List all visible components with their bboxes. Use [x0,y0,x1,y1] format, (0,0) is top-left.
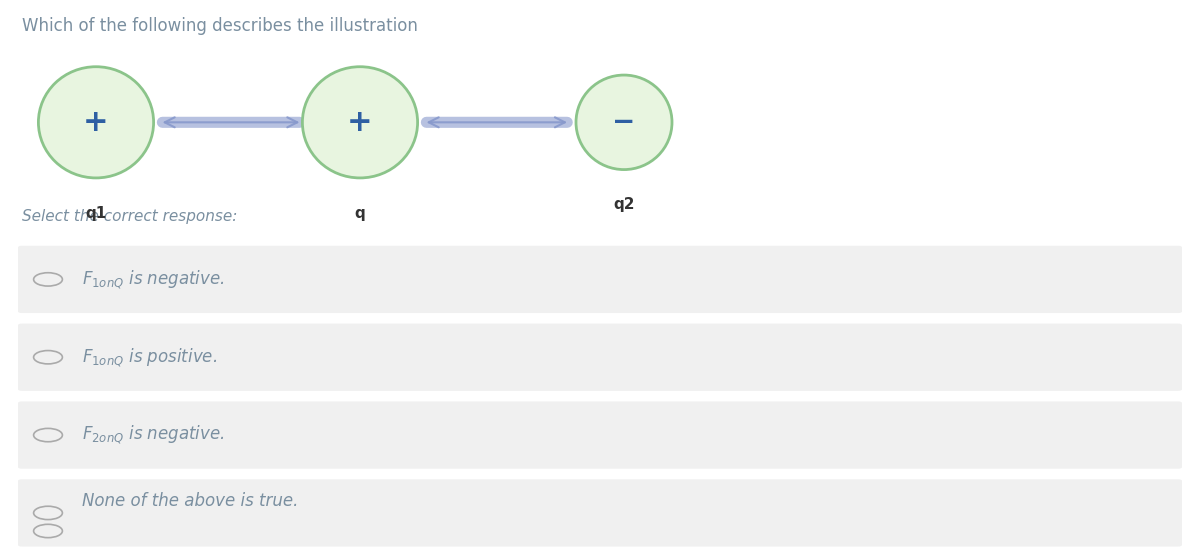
Ellipse shape [38,67,154,178]
FancyBboxPatch shape [18,479,1182,547]
Text: +: + [83,108,109,137]
Text: $\mathit{F}_{2onQ}$ is negative.: $\mathit{F}_{2onQ}$ is negative. [82,424,224,446]
FancyBboxPatch shape [18,246,1182,313]
Text: q1: q1 [85,206,107,221]
Text: None of the above is true.: None of the above is true. [82,492,298,510]
Ellipse shape [302,67,418,178]
Text: +: + [347,108,373,137]
Text: q: q [355,206,365,221]
Text: $\mathit{F}_{1onQ}$ is negative.: $\mathit{F}_{1onQ}$ is negative. [82,268,224,291]
Text: q2: q2 [613,197,635,212]
Text: −: − [612,108,636,136]
Text: Which of the following describes the illustration: Which of the following describes the ill… [22,17,418,34]
FancyBboxPatch shape [18,401,1182,469]
Text: Select the correct response:: Select the correct response: [22,208,236,224]
Ellipse shape [576,75,672,170]
Text: $\mathit{F}_{1onQ}$ is positive.: $\mathit{F}_{1onQ}$ is positive. [82,346,217,369]
FancyBboxPatch shape [18,324,1182,391]
